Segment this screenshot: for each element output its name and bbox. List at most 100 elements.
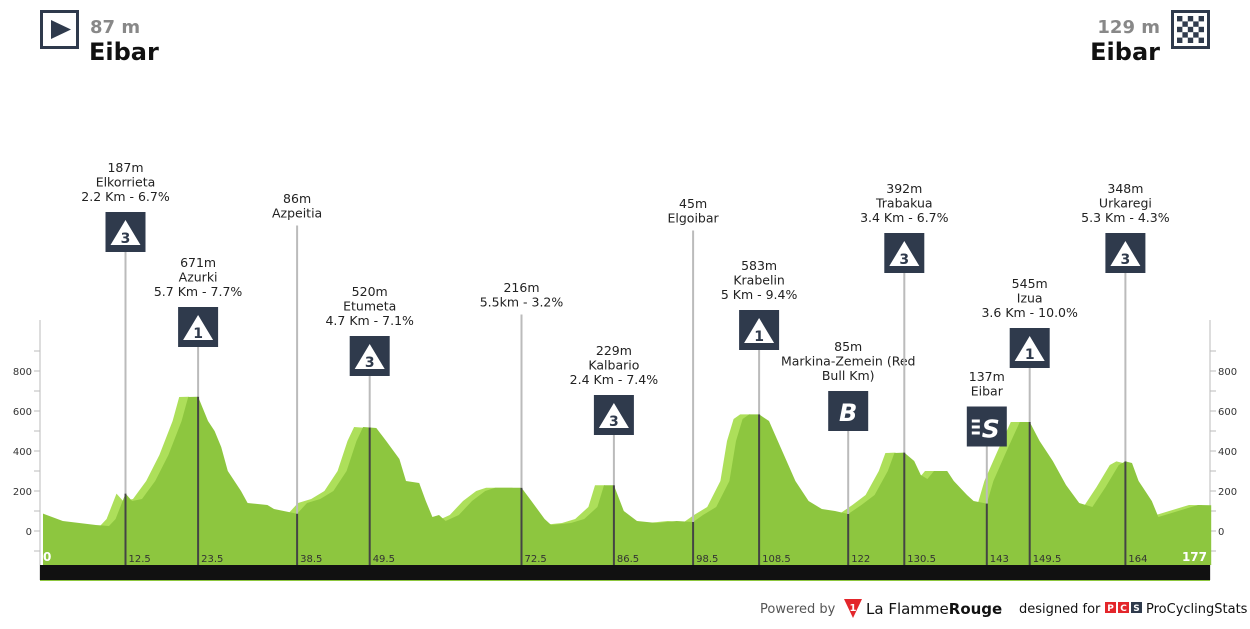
x-tick-label: 12.5: [129, 554, 151, 565]
marker-detail: 5.7 Km - 7.7%: [154, 284, 243, 299]
checker-square: [1182, 21, 1188, 27]
designed-for-label: designed for: [1019, 602, 1101, 617]
x-tick-label: 49.5: [373, 554, 395, 565]
x-tick-label: 0: [43, 550, 51, 564]
marker-detail: Bull Km): [822, 368, 875, 383]
checker-square: [1198, 26, 1204, 33]
y-tick-label-left: 600: [13, 407, 32, 418]
marker-name: 5.5km - 3.2%: [480, 295, 564, 310]
checker-square: [1177, 16, 1183, 22]
checker-square: [1177, 37, 1183, 43]
marker-name: Etumeta: [343, 299, 396, 314]
marker-altitude: 216m: [503, 280, 539, 295]
bonus-sprint-badge-icon: B: [828, 391, 869, 431]
x-tick-label: 143: [990, 554, 1009, 565]
marker-detail: 4.7 Km - 7.1%: [325, 313, 414, 328]
marker-altitude: 45m: [679, 196, 707, 211]
marker-altitude: 85m: [834, 339, 862, 354]
profile-area: [43, 396, 1212, 565]
start-name: Eibar: [89, 38, 159, 66]
distance-bar: [40, 565, 1210, 580]
y-tick-label-right: 800: [1218, 367, 1237, 378]
badge-label: S: [982, 415, 1000, 444]
badge-label: 1: [1025, 347, 1035, 363]
y-tick-label-right: 200: [1218, 487, 1237, 498]
pcs-p: P: [1107, 604, 1114, 614]
marker-name: Markina-Zemein (Red: [781, 354, 916, 369]
marker-altitude: 86m: [283, 191, 311, 206]
badge-label: 3: [121, 231, 131, 247]
x-tick-label: 38.5: [300, 554, 322, 565]
y-tick-label-right: 0: [1218, 527, 1224, 538]
x-tick-label: 108.5: [762, 554, 791, 565]
play-triangle: [51, 20, 71, 39]
pcs-brand-name: ProCyclingStats: [1146, 602, 1248, 617]
marker-detail: 2.2 Km - 6.7%: [81, 189, 170, 204]
x-tick-label: 149.5: [1033, 554, 1062, 565]
marker-name: Eibar: [971, 384, 1004, 399]
marker-altitude: 187m: [107, 160, 143, 175]
finish-name: Eibar: [1090, 38, 1160, 66]
marker-name: Azpeitia: [272, 206, 322, 221]
axes: 0 0 200 200 400 400 600 600 800 800: [13, 320, 1237, 580]
climb-cat-1-badge-icon: 1: [178, 307, 219, 347]
checker-square: [1182, 32, 1188, 38]
footer: Powered by 1 La FlammeRouge designed for…: [760, 599, 1248, 618]
marker-name: Elgoibar: [668, 211, 720, 226]
logo-number: 1: [850, 603, 857, 614]
marker-detail: 5.3 Km - 4.3%: [1081, 210, 1170, 225]
x-tick-label: 122: [851, 554, 870, 565]
marker-name: Kalbario: [588, 358, 639, 373]
start-altitude: 87 m: [90, 17, 140, 38]
y-tick-label-left: 0: [26, 527, 32, 538]
x-tick-label: 130.5: [907, 554, 936, 565]
x-tick-label: 164: [1128, 554, 1147, 565]
checker-pattern: [1177, 16, 1204, 43]
marker-name: Krabelin: [733, 273, 785, 288]
marker-name: Urkaregi: [1099, 196, 1152, 211]
climb-cat-1-badge-icon: 1: [739, 310, 780, 350]
marker-altitude: 137m: [969, 369, 1005, 384]
play-start-icon: [40, 10, 79, 49]
pcs-c: C: [1120, 604, 1127, 614]
x-tick-label: 86.5: [617, 554, 639, 565]
marker-altitude: 229m: [596, 343, 632, 358]
powered-by-label: Powered by: [760, 602, 836, 617]
y-tick-label-right: 400: [1218, 447, 1237, 458]
marker-altitude: 671m: [180, 255, 216, 270]
marker-altitude: 392m: [886, 181, 922, 196]
marker-name: Trabakua: [875, 196, 933, 211]
x-tick-label: 98.5: [696, 554, 718, 565]
marker-altitude: 348m: [1107, 181, 1143, 196]
badge-label: 3: [609, 414, 619, 430]
checker-square: [1193, 21, 1199, 27]
pcs-s: S: [1133, 604, 1139, 614]
climb-cat-3-badge-icon: 3: [884, 233, 925, 273]
climb-cat-3-badge-icon: 3: [1105, 233, 1146, 273]
brand-name: La FlammeRouge: [866, 600, 1002, 618]
start-header: 87 m Eibar: [40, 10, 159, 66]
climb-cat-3-badge-icon: 3: [349, 336, 390, 376]
pcs-logo: P C S ProCyclingStats: [1105, 602, 1248, 617]
y-tick-label-left: 800: [13, 367, 32, 378]
checker-square: [1193, 32, 1199, 38]
marker-altitude: 520m: [352, 284, 388, 299]
checker-square: [1177, 26, 1183, 33]
climb-cat-3-badge-icon: 3: [593, 395, 634, 435]
checker-square: [1198, 37, 1204, 43]
marker-name: Elkorrieta: [96, 175, 156, 190]
marker-detail: 2.4 Km - 7.4%: [570, 372, 659, 387]
marker-altitude: 583m: [741, 258, 777, 273]
badge-label: 3: [1121, 252, 1131, 268]
